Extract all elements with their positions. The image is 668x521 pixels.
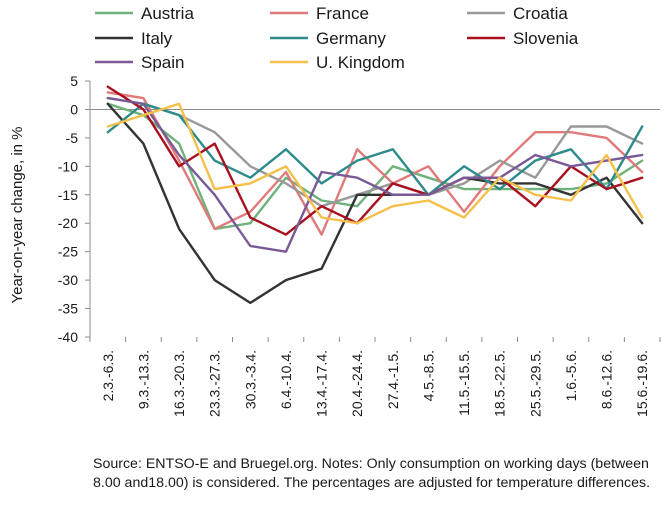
y-tick-label: -40 [58, 329, 78, 345]
legend-item: Italy [95, 29, 173, 48]
x-tick-label: 18.5.-22.5. [492, 350, 508, 417]
legend-item: Austria [95, 4, 194, 23]
y-tick-label: -25 [58, 244, 78, 260]
plot-area: 5 0 -5 -10 -15 -20 -25 -30 -35 -40 2.3.-6.3. 9.3.-1… [58, 73, 661, 417]
y-tick-label: -30 [58, 272, 78, 288]
y-tick-label: -5 [66, 130, 79, 146]
x-tick-label: 30.3.-3.4. [242, 350, 258, 409]
legend-item: Spain [95, 53, 184, 72]
line-chart: Austria France Croatia Italy Germany Slovenia… [9, 4, 661, 417]
legend-item: Croatia [467, 4, 568, 23]
y-tick-label: 5 [70, 73, 78, 89]
chart-axes: 5 0 -5 -10 -15 -20 -25 -30 -35 -40 2.3.-6.3. 9.3.-1… [58, 73, 661, 417]
x-tick-label: 9.3.-13.3. [135, 350, 151, 409]
x-tick-label: 16.3.-20.3. [171, 350, 187, 417]
x-tick-label: 2.3.-6.3. [100, 350, 116, 401]
y-tick-label: -20 [58, 215, 78, 231]
x-tick-label: 27.4.-1.5. [385, 350, 401, 409]
legend-label: France [316, 4, 369, 23]
legend-item: Slovenia [467, 29, 579, 48]
series-lines [106, 85, 644, 305]
x-tick-label: 20.4.-24.4. [349, 350, 365, 417]
x-tick-label: 8.6.-12.6. [599, 350, 615, 409]
x-tick-label: 1.6.-5.6. [563, 350, 579, 401]
series-line-slovenia [106, 85, 644, 236]
x-tick-label: 11.5.-15.5. [456, 350, 472, 416]
series-line-france [106, 91, 644, 236]
series-line-germany [106, 102, 644, 197]
x-tick-label: 15.6.-19.6. [634, 350, 650, 417]
series-line-u-kingdom [106, 102, 644, 225]
legend-label: Austria [141, 4, 194, 23]
legend-item: France [270, 4, 369, 23]
x-tick-label: 23.3.-27.3. [207, 350, 223, 417]
y-tick-label: 0 [70, 101, 78, 117]
legend-label: U. Kingdom [316, 53, 405, 72]
legend-item: Germany [270, 29, 386, 48]
y-tick-label: -10 [58, 158, 78, 174]
legend-item: U. Kingdom [270, 53, 405, 72]
x-tick-label: 25.5.-29.5. [527, 350, 543, 417]
x-tick-label: 13.4.-17.4. [314, 350, 330, 417]
y-tick-label: -35 [58, 301, 78, 317]
series-line-italy [106, 102, 644, 305]
y-tick-label: -15 [58, 187, 78, 203]
legend-label: Italy [141, 29, 173, 48]
legend-label: Germany [316, 29, 386, 48]
y-axis-label: Year-on-year change, in % [9, 126, 26, 303]
x-tick-label: 6.4.-10.4. [278, 350, 294, 409]
x-tick-label: 4.5.-8.5. [420, 350, 436, 401]
source-note: Source: ENTSO-E and Bruegel.org. Notes: … [93, 456, 651, 491]
legend-label: Slovenia [513, 29, 579, 48]
legend-label: Spain [141, 53, 184, 72]
series-line-spain [106, 96, 644, 253]
series-line-croatia [106, 96, 644, 208]
chart-legend: Austria France Croatia Italy Germany Slovenia… [95, 4, 579, 72]
legend-label: Croatia [513, 4, 568, 23]
